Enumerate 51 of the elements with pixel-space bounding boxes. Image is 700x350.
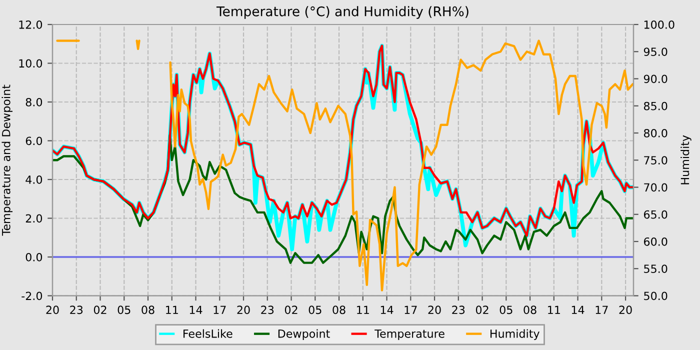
x-tick-label: 17: [404, 306, 417, 314]
y2-axis-title: Humidity: [680, 135, 692, 184]
x-tick-label: 08: [142, 306, 154, 314]
x-tick-label: 11: [357, 306, 369, 314]
x-tick-label: 20: [46, 306, 59, 314]
y-axis-title: Temperature and Dewpoint: [2, 84, 12, 236]
legend-label: FeelsLike: [184, 329, 232, 338]
x-tick-label: 02: [284, 306, 298, 314]
legend-label: Dewpoint: [278, 329, 330, 340]
y-tick-label: 10.0: [19, 59, 42, 68]
x-tick-label: 14: [190, 306, 202, 314]
y-tick-label: 4.0: [26, 175, 42, 184]
legend-label: Temperature: [374, 330, 444, 340]
y-tick-label: 12.0: [19, 20, 42, 29]
x-tick-label: 08: [332, 306, 346, 314]
y2-tick-label: 75.0: [644, 156, 668, 165]
y2-tick-label: 50.0: [644, 292, 668, 300]
y2-tick-label: 80.0: [644, 128, 668, 138]
legend-label: Humidity: [490, 329, 540, 340]
y2-tick-label: 55.0: [644, 264, 668, 274]
x-tick-label: 23: [261, 306, 274, 314]
y2-tick-label: 90.0: [644, 74, 668, 84]
x-tick-label: 20: [237, 306, 250, 314]
y-tick-label: 2.0: [26, 214, 42, 223]
y2-tick-label: 65.0: [644, 210, 668, 219]
x-tick-label: 14: [572, 306, 584, 314]
y2-tick-label: 95.0: [644, 48, 668, 56]
y-tick-label: 8.0: [26, 98, 42, 106]
x-tick-label: 11: [548, 306, 560, 314]
y-tick-label: -2.0: [22, 292, 42, 300]
x-tick-label: 20: [428, 306, 441, 314]
x-tick-label: 05: [500, 306, 512, 314]
chart-title: Temperature (°C) and Humidity (RH%): [216, 6, 468, 19]
x-tick-label: 05: [308, 306, 322, 314]
x-tick-label: 11: [166, 306, 178, 314]
y-tick-label: 6.0: [26, 136, 42, 146]
x-tick-label: 23: [70, 306, 83, 314]
y2-tick-label: 70.0: [644, 183, 668, 192]
x-tick-label: 02: [476, 306, 488, 314]
x-tick-label: 02: [94, 306, 106, 314]
x-tick-label: 17: [596, 306, 608, 314]
x-tick-label: 20: [619, 306, 632, 314]
x-tick-label: 23: [452, 306, 465, 314]
y2-tick-label: 100.0: [644, 20, 674, 29]
y-tick-label: 0.0: [26, 252, 42, 262]
x-tick-label: 14: [380, 306, 394, 314]
x-tick-label: 17: [214, 306, 226, 314]
x-tick-label: 08: [524, 306, 536, 314]
y2-tick-label: 85.0: [644, 102, 668, 110]
y2-tick-label: 60.0: [644, 237, 668, 246]
x-tick-label: 05: [118, 306, 130, 314]
